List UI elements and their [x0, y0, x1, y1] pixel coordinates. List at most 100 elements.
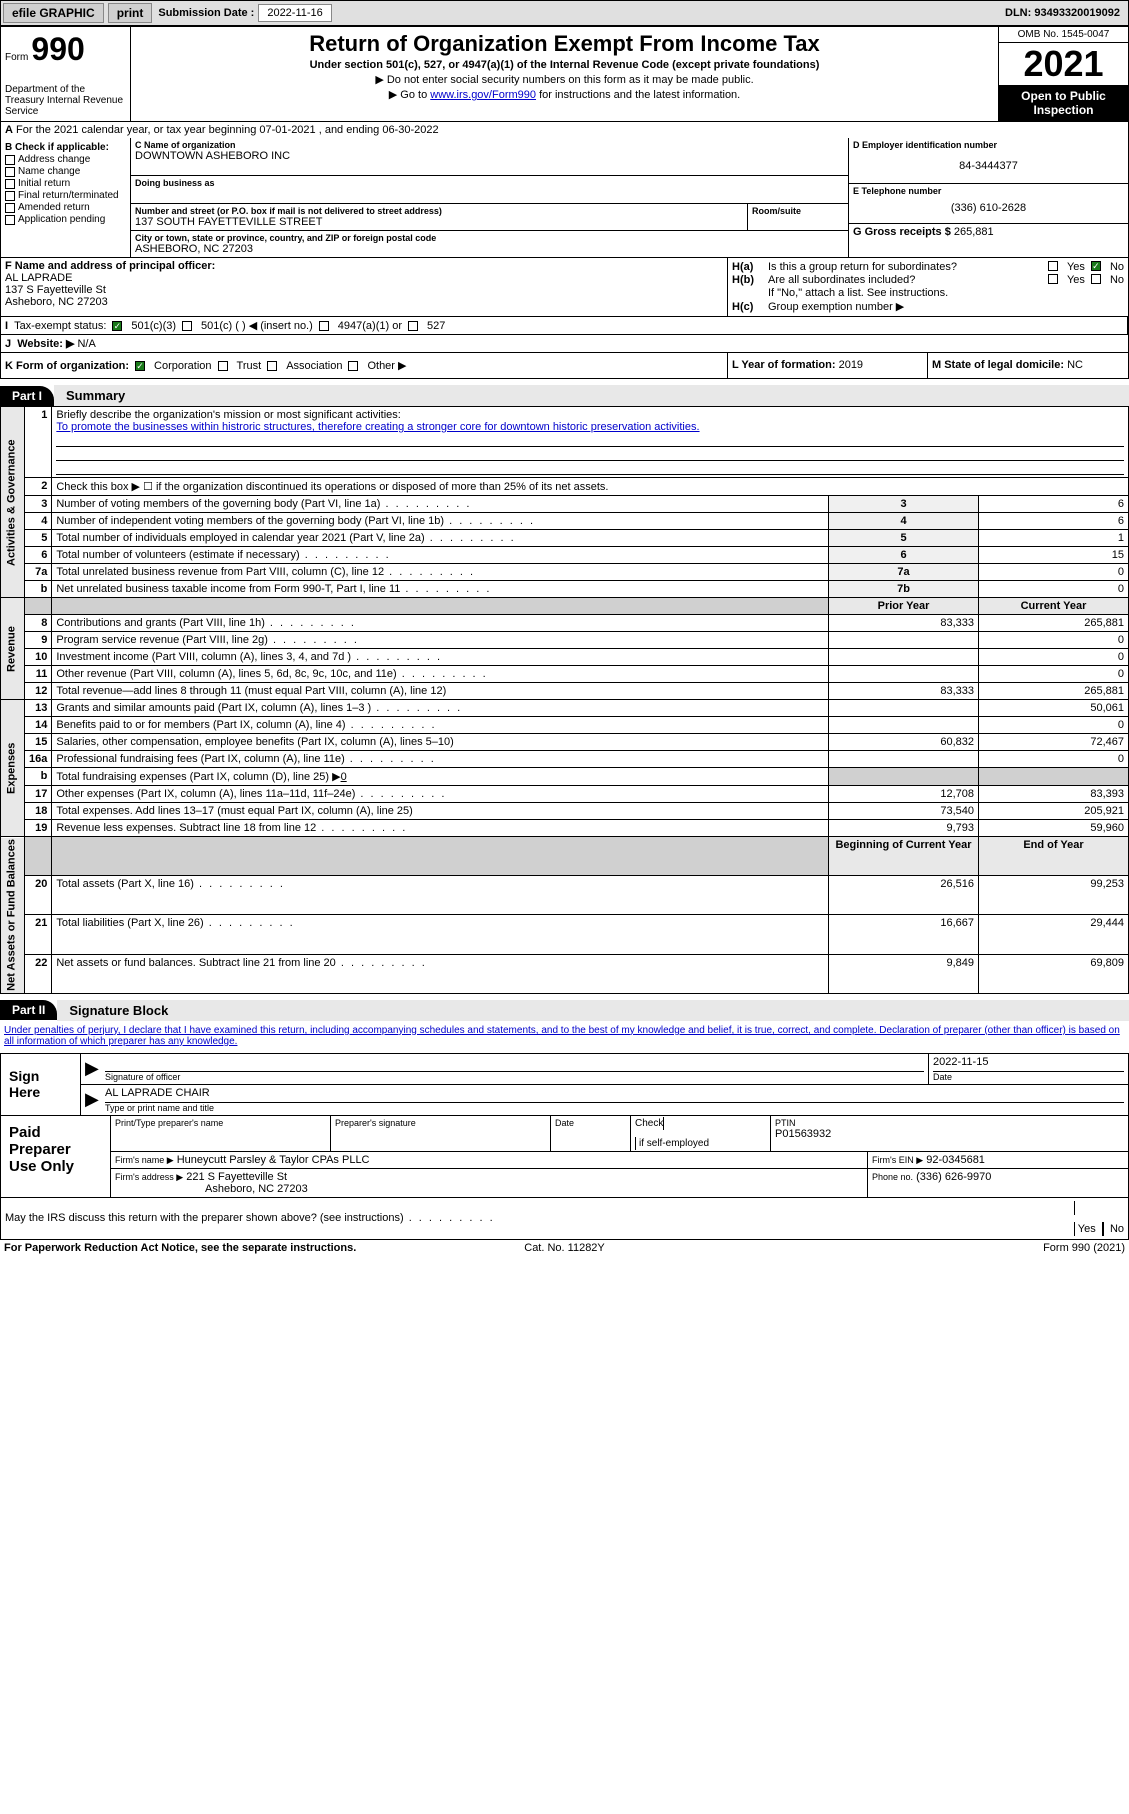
submission-date: 2022-11-16 — [258, 4, 331, 22]
hb-yes[interactable] — [1048, 274, 1058, 284]
l-label: L Year of formation: — [732, 359, 836, 371]
form-subtitle: Under section 501(c), 527, or 4947(a)(1)… — [135, 59, 994, 71]
k-label: K Form of organization: — [5, 360, 129, 372]
ha-label: H(a) — [732, 261, 768, 273]
line9: Program service revenue (Part VIII, line… — [52, 632, 829, 649]
officer-addr2: Asheboro, NC 27203 — [5, 296, 108, 308]
chk-association[interactable] — [267, 361, 277, 371]
line1-label: Briefly describe the organization's miss… — [56, 409, 400, 421]
r20c: 99,253 — [979, 876, 1129, 915]
room-label: Room/suite — [752, 206, 844, 216]
r22c: 69,809 — [979, 954, 1129, 993]
street-label: Number and street (or P.O. box if mail i… — [135, 206, 743, 216]
ha-no[interactable] — [1091, 261, 1101, 271]
chk-527[interactable] — [408, 321, 418, 331]
city-state-zip: ASHEBORO, NC 27203 — [135, 243, 844, 255]
line-a: A For the 2021 calendar year, or tax yea… — [1, 122, 1128, 138]
line14: Benefits paid to or for members (Part IX… — [52, 717, 829, 734]
department: Department of the Treasury Internal Reve… — [5, 84, 126, 117]
r10p — [829, 649, 979, 666]
part2-title: Signature Block — [57, 1000, 1129, 1021]
chk-501c3[interactable] — [112, 321, 122, 331]
chk-trust[interactable] — [218, 361, 228, 371]
chk-final-return[interactable] — [5, 191, 15, 201]
line21: Total liabilities (Part X, line 26) — [52, 915, 829, 954]
chk-amended-return[interactable] — [5, 203, 15, 213]
r21c: 29,444 — [979, 915, 1129, 954]
line6: Total number of volunteers (estimate if … — [52, 547, 829, 564]
chk-corporation[interactable] — [135, 361, 145, 371]
gross-receipts: 265,881 — [954, 226, 994, 238]
dln: DLN: 93493320019092 — [1005, 7, 1128, 19]
hb-text: Are all subordinates included? — [768, 274, 1048, 286]
firm-name: Huneycutt Parsley & Taylor CPAs PLLC — [177, 1154, 370, 1166]
chk-other[interactable] — [348, 361, 358, 371]
prep-name-hdr: Print/Type preparer's name — [115, 1118, 326, 1128]
officer-sig-label: Signature of officer — [105, 1072, 924, 1082]
hc-label: H(c) — [732, 301, 768, 313]
chk-4947[interactable] — [319, 321, 329, 331]
org-name: DOWNTOWN ASHEBORO INC — [135, 150, 844, 162]
submission-label: Submission Date : — [154, 7, 258, 19]
eoy-hdr: End of Year — [979, 837, 1129, 876]
hc-text: Group exemption number ▶ — [768, 300, 1124, 313]
street-address: 137 SOUTH FAYETTEVILLE STREET — [135, 216, 743, 228]
m-label: M State of legal domicile: — [932, 359, 1064, 371]
discuss-no[interactable] — [1102, 1222, 1104, 1236]
ha-text: Is this a group return for subordinates? — [768, 261, 1048, 273]
r18c: 205,921 — [979, 803, 1129, 820]
hb-label: H(b) — [732, 274, 768, 286]
line3: Number of voting members of the governin… — [52, 496, 829, 513]
prep-phone-label: Phone no. — [872, 1172, 913, 1182]
r8c: 265,881 — [979, 615, 1129, 632]
hb-note: If "No," attach a list. See instructions… — [768, 287, 1124, 299]
line22: Net assets or fund balances. Subtract li… — [52, 954, 829, 993]
arrow-icon: ▶ — [81, 1085, 101, 1115]
b-label: B Check if applicable: — [5, 142, 109, 153]
r15c: 72,467 — [979, 734, 1129, 751]
sidebar-expenses: Expenses — [1, 700, 25, 837]
print-button[interactable]: print — [108, 3, 153, 23]
officer-name: AL LAPRADE — [5, 272, 72, 284]
firm-name-label: Firm's name ▶ — [115, 1155, 174, 1165]
discuss-question: May the IRS discuss this return with the… — [5, 1212, 495, 1224]
irs-link[interactable]: www.irs.gov/Form990 — [430, 89, 536, 101]
val-3: 6 — [979, 496, 1129, 513]
sig-date-value: 2022-11-15 — [933, 1056, 1124, 1072]
form-title: Return of Organization Exempt From Incom… — [135, 31, 994, 57]
chk-name-change[interactable] — [5, 167, 15, 177]
chk-initial-return[interactable] — [5, 179, 15, 189]
r18p: 73,540 — [829, 803, 979, 820]
tax-year: 2021 — [999, 43, 1128, 85]
year-formation: 2019 — [839, 359, 863, 371]
hb-no[interactable] — [1091, 274, 1101, 284]
line2: Check this box ▶ ☐ if the organization d… — [52, 478, 1129, 496]
part2-tag: Part II — [0, 1000, 57, 1020]
ein-value: 84-3444377 — [853, 160, 1124, 172]
paid-preparer-label: Paid Preparer Use Only — [1, 1116, 111, 1197]
chk-address-change[interactable] — [5, 155, 15, 165]
part1-title: Summary — [54, 385, 1129, 406]
r8p: 83,333 — [829, 615, 979, 632]
val-6: 15 — [979, 547, 1129, 564]
r14c: 0 — [979, 717, 1129, 734]
line7b: Net unrelated business taxable income fr… — [52, 581, 829, 598]
ha-yes[interactable] — [1048, 261, 1058, 271]
line16b: Total fundraising expenses (Part IX, col… — [52, 768, 829, 786]
chk-application-pending[interactable] — [5, 215, 15, 225]
line13: Grants and similar amounts paid (Part IX… — [52, 700, 829, 717]
line7a: Total unrelated business revenue from Pa… — [52, 564, 829, 581]
line8: Contributions and grants (Part VIII, lin… — [52, 615, 829, 632]
j-label: Website: ▶ — [17, 337, 74, 350]
omb-number: OMB No. 1545-0047 — [999, 27, 1128, 43]
val-5: 1 — [979, 530, 1129, 547]
form-label: Form — [5, 52, 28, 63]
footer-catno: Cat. No. 11282Y — [378, 1242, 752, 1254]
chk-501c[interactable] — [182, 321, 192, 331]
r12p: 83,333 — [829, 683, 979, 700]
part1-tag: Part I — [0, 386, 54, 406]
footer-form: Form 990 (2021) — [751, 1242, 1125, 1254]
prior-year-hdr: Prior Year — [829, 598, 979, 615]
line11: Other revenue (Part VIII, column (A), li… — [52, 666, 829, 683]
sign-here-label: Sign Here — [1, 1054, 81, 1115]
